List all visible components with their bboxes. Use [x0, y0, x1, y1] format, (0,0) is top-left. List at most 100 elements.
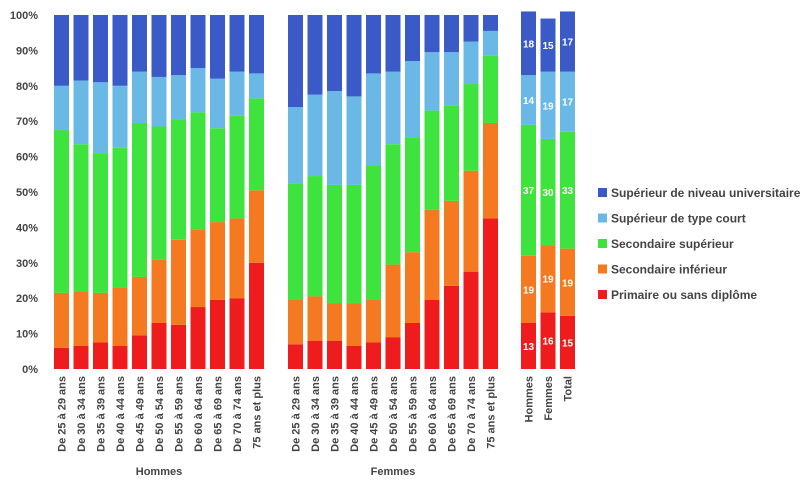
bar-segment: [288, 299, 303, 345]
bar-segment: [229, 71, 245, 116]
bar-segment: [112, 15, 128, 86]
bar-segment: [210, 222, 225, 300]
bars: 13 19 37 14 18 16 19 30 19 15 15 19 33 17 17: [54, 11, 575, 369]
bar-segment: [190, 68, 206, 113]
bar-segment: [93, 15, 108, 83]
y-tick-label: 100%: [10, 10, 38, 22]
bar-segment: [132, 122, 147, 277]
bar-segment: [93, 82, 108, 154]
bar-segment: [405, 322, 420, 369]
legend-swatch: [598, 264, 607, 274]
x-tick-label: De 65 à 69 ans: [447, 376, 459, 452]
bar-segment: [54, 15, 69, 86]
bar-segment: [483, 122, 498, 219]
bar-segment: [366, 299, 381, 343]
bar-segment: [288, 107, 303, 184]
x-tick-label: De 35 à 39 ans: [96, 376, 108, 452]
bar-segment: [249, 15, 264, 74]
legend-label: Supérieur de niveau universitaire: [611, 186, 800, 200]
x-tick-label: De 60 à 64 ans: [427, 376, 439, 452]
bar-segment: [210, 78, 225, 129]
bar-segment: [405, 61, 420, 138]
bar-segment: [327, 184, 342, 304]
bar-segment: [229, 298, 245, 369]
bar-segment: [249, 98, 264, 191]
bar-segment: [385, 71, 401, 145]
data-label: 16: [542, 337, 554, 348]
x-tick-label: De 40 à 44 ans: [349, 376, 361, 452]
bar-segment: [540, 245, 556, 313]
bar-segment: [229, 115, 245, 219]
data-label: 19: [542, 275, 554, 286]
x-tick-label: De 30 à 34 ans: [310, 376, 322, 452]
data-label: 17: [562, 98, 574, 109]
x-tick-label: Femmes: [543, 376, 555, 421]
bar-segment: [424, 52, 440, 111]
bar-segment: [249, 262, 264, 369]
bar-segment: [54, 85, 69, 131]
y-tick-label: 30%: [16, 258, 38, 270]
bar-segment: [307, 94, 323, 177]
y-tick-label: 80%: [16, 81, 38, 93]
bar-segment: [560, 315, 575, 369]
data-label: 19: [523, 285, 535, 296]
bar-segment: [327, 15, 342, 92]
bar-segment: [210, 299, 225, 369]
bar-segment: [327, 340, 342, 369]
bar-segment: [444, 15, 459, 53]
bar-segment: [54, 292, 69, 348]
bar-segment: [171, 324, 186, 369]
bar-segment: [463, 271, 479, 369]
bar-segment: [171, 75, 186, 120]
bar-segment: [190, 112, 206, 230]
bar-segment: [327, 91, 342, 185]
bar-segment: [112, 345, 128, 369]
y-tick-label: 90%: [16, 45, 38, 57]
bar-segment: [151, 76, 167, 127]
bar-segment: [190, 307, 206, 369]
bar-segment: [307, 15, 323, 95]
bar-segment: [112, 287, 128, 346]
bar-segment: [132, 71, 147, 123]
data-label: 19: [562, 278, 574, 289]
bar-segment: [366, 15, 381, 74]
bar-segment: [366, 165, 381, 300]
data-label: 19: [542, 101, 554, 112]
bar-segment: [307, 176, 323, 297]
bar-segment: [463, 41, 479, 85]
x-tick-label: De 70 à 74 ans: [232, 376, 244, 452]
bar-segment: [346, 345, 362, 369]
bar-segment: [540, 71, 556, 139]
bar-segment: [521, 255, 536, 323]
legend-label: Secondaire inférieur: [611, 263, 727, 277]
bar-segment: [249, 190, 264, 263]
bar-segment: [132, 335, 147, 369]
bar-segment: [540, 18, 556, 72]
bar-segment: [112, 85, 128, 148]
bar-segment: [521, 75, 536, 125]
bar-segment: [73, 144, 89, 292]
bar-segment: [93, 292, 108, 343]
bar-segment: [93, 153, 108, 293]
data-label: 33: [562, 186, 574, 197]
x-tick-label: De 70 à 74 ans: [466, 376, 478, 452]
legend: Supérieur de niveau universitaire Supérie…: [598, 186, 800, 302]
bar-segment: [346, 184, 362, 304]
legend-swatch: [598, 290, 607, 299]
legend-swatch: [598, 213, 607, 223]
legend-label: Primaire ou sans diplôme: [611, 288, 757, 302]
x-tick-label: De 25 à 29 ans: [57, 376, 69, 452]
group-label: Femmes: [371, 466, 416, 478]
bar-segment: [366, 73, 381, 166]
x-tick-label: De 50 à 54 ans: [388, 376, 400, 452]
legend-swatch: [598, 239, 607, 248]
x-tick-label: De 35 à 39 ans: [330, 376, 342, 452]
bar-segment: [210, 15, 225, 79]
data-label: 37: [523, 186, 535, 197]
bar-segment: [307, 340, 323, 369]
bar-segment: [366, 342, 381, 369]
bar-segment: [483, 15, 498, 31]
y-tick-label: 40%: [16, 222, 38, 234]
